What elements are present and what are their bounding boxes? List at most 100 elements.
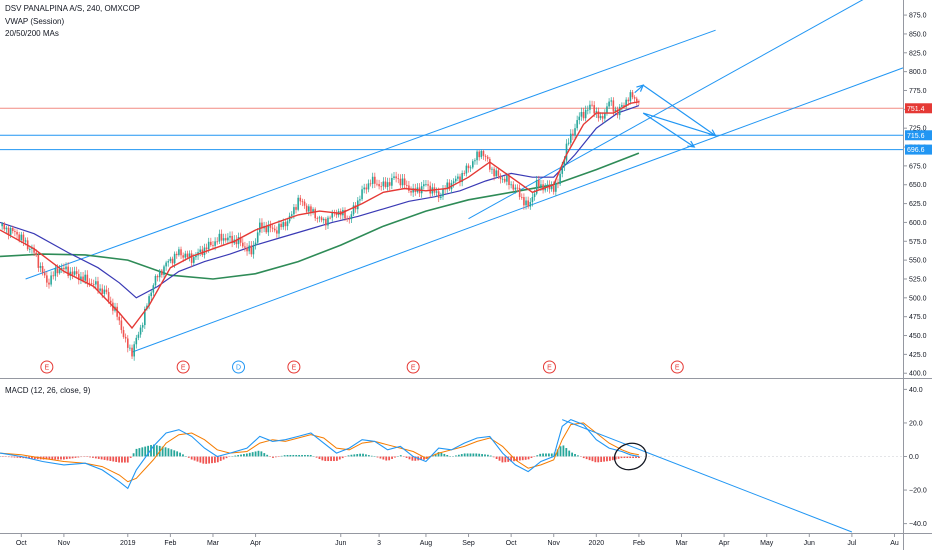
macd-histogram-bar bbox=[254, 451, 257, 457]
macd-histogram-bar bbox=[434, 453, 437, 457]
macd-histogram-bar bbox=[501, 456, 504, 463]
candle-body bbox=[252, 245, 255, 255]
candle-body bbox=[559, 173, 561, 185]
macd-histogram-bar bbox=[115, 456, 118, 462]
time-tick-label: Nov bbox=[547, 540, 560, 547]
projection-arrowhead-up bbox=[636, 84, 645, 92]
macd-line bbox=[0, 418, 640, 490]
candle-body bbox=[308, 206, 310, 212]
macd-histogram-bar bbox=[214, 456, 216, 463]
level-price-badge bbox=[905, 130, 932, 141]
macd-histogram-bar bbox=[298, 454, 301, 457]
price-tick-label: 850.0 bbox=[909, 31, 927, 38]
candle-body bbox=[20, 234, 23, 241]
candle-body bbox=[278, 223, 280, 234]
macd-tick-label: 20.0 bbox=[909, 420, 923, 427]
candle-body bbox=[499, 175, 502, 180]
candle-body bbox=[493, 168, 495, 177]
macd-histogram-bar bbox=[45, 456, 48, 460]
macd-histogram-bar bbox=[608, 456, 611, 461]
candle-body bbox=[54, 268, 57, 277]
candle-body bbox=[610, 100, 613, 102]
macd-histogram-bar bbox=[638, 456, 640, 459]
macd-histogram-bar bbox=[71, 456, 74, 459]
candle-body bbox=[156, 276, 159, 278]
candle-body bbox=[86, 274, 89, 283]
candle-body bbox=[105, 289, 108, 292]
candle-body bbox=[320, 217, 323, 221]
candle-body bbox=[561, 166, 564, 174]
macd-histogram-bar bbox=[492, 456, 495, 458]
price-tick-label: 625.0 bbox=[909, 201, 927, 208]
candle-body bbox=[18, 234, 20, 241]
candle-body bbox=[116, 306, 118, 317]
macd-histogram-bar bbox=[542, 453, 544, 457]
macd-histogram-bar bbox=[626, 456, 629, 459]
macd-histogram-bar bbox=[446, 454, 449, 457]
macd-histogram-bar bbox=[350, 454, 353, 457]
candle-body bbox=[109, 300, 112, 303]
candle-body bbox=[446, 182, 449, 190]
candle-body bbox=[486, 156, 489, 159]
macd-histogram-bar bbox=[359, 453, 362, 457]
ma-legend: 20/50/200 MAs bbox=[5, 29, 59, 38]
macd-tick-label: 0.0 bbox=[909, 454, 919, 461]
macd-histogram-bar bbox=[272, 456, 274, 458]
macd-histogram-bar bbox=[527, 456, 530, 460]
candle-body bbox=[601, 116, 604, 119]
price-tick-label: 525.0 bbox=[909, 276, 927, 283]
macd-histogram-bar bbox=[388, 456, 391, 461]
macd-signal-line bbox=[0, 422, 639, 483]
candle-body bbox=[107, 291, 110, 301]
macd-histogram-bar bbox=[260, 451, 263, 457]
macd-histogram-bar bbox=[449, 456, 452, 457]
candle-body bbox=[423, 184, 425, 187]
candle-body bbox=[405, 185, 408, 186]
macd-histogram-bar bbox=[225, 456, 228, 459]
candle-body bbox=[563, 160, 566, 167]
candle-body bbox=[587, 109, 589, 111]
candle-body bbox=[222, 238, 225, 241]
time-tick-label: Nov bbox=[58, 540, 71, 547]
candle-body bbox=[378, 184, 380, 187]
candle-body bbox=[3, 223, 6, 230]
macd-histogram-bar bbox=[170, 449, 173, 457]
candle-body bbox=[616, 109, 619, 116]
macd-histogram-bar bbox=[86, 456, 89, 457]
candle-body bbox=[50, 275, 52, 285]
macd-histogram-bar bbox=[97, 456, 100, 459]
macd-histogram-bar bbox=[301, 454, 303, 457]
candle-body bbox=[184, 253, 187, 258]
candle-body bbox=[235, 239, 238, 245]
candle-body bbox=[314, 209, 316, 219]
candle-body bbox=[175, 253, 178, 256]
event-marker-label: E bbox=[547, 365, 552, 372]
time-tick-label: Oct bbox=[506, 540, 517, 547]
macd-histogram-bar bbox=[106, 456, 109, 461]
candle-body bbox=[67, 266, 69, 277]
candle-body bbox=[633, 97, 636, 99]
candle-body bbox=[46, 275, 48, 283]
macd-histogram-bar bbox=[234, 455, 237, 457]
candle-body bbox=[591, 104, 593, 106]
candle-body bbox=[388, 182, 391, 186]
macd-histogram-bar bbox=[481, 454, 483, 457]
candle-body bbox=[163, 266, 165, 275]
candle-body bbox=[489, 158, 491, 170]
candle-body bbox=[261, 222, 263, 229]
candle-body bbox=[58, 269, 61, 274]
macd-histogram-bar bbox=[153, 444, 155, 457]
macd-histogram-bar bbox=[7, 456, 10, 458]
candle-body bbox=[1, 223, 3, 227]
candle-body bbox=[574, 128, 576, 136]
macd-histogram-bar bbox=[577, 455, 579, 457]
macd-histogram-bar bbox=[68, 456, 71, 459]
macd-histogram-bar bbox=[559, 446, 562, 457]
candle-body bbox=[284, 222, 287, 227]
macd-histogram-bar bbox=[295, 454, 298, 457]
symbol-title: DSV PANALPINA A/S, 240, OMXCOP bbox=[5, 4, 141, 13]
macd-histogram-bar bbox=[530, 456, 533, 458]
macd-histogram-bar bbox=[466, 453, 469, 457]
candle-body bbox=[580, 111, 583, 117]
